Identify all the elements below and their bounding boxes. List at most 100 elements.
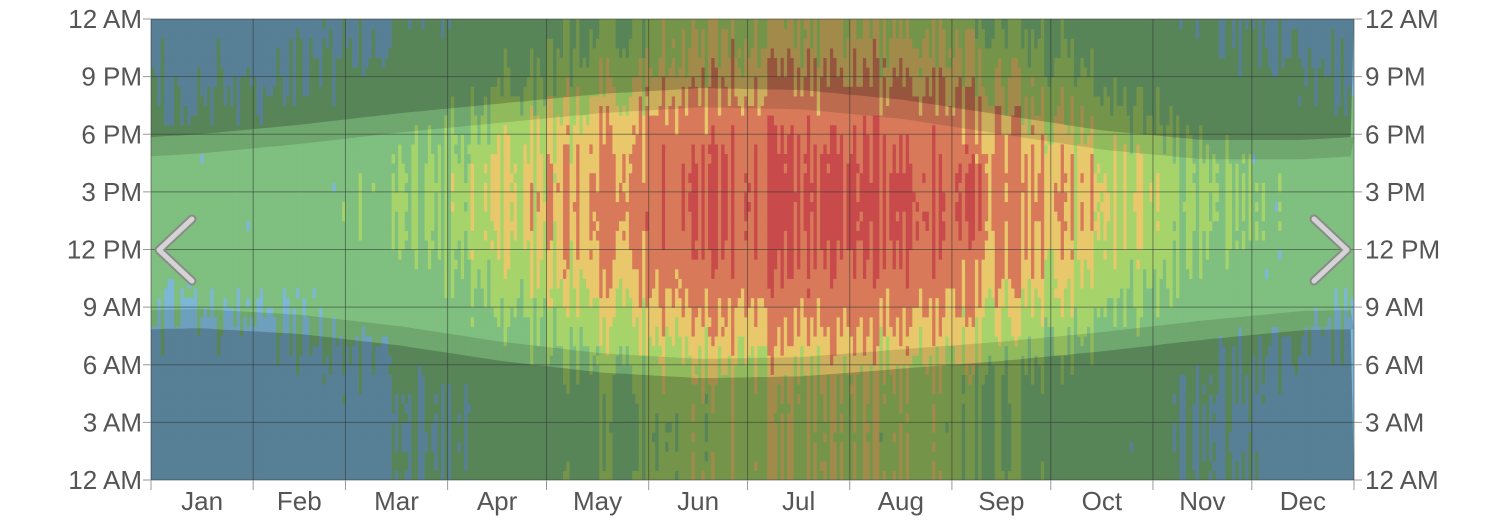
heat-cell — [151, 268, 155, 279]
heat-cell — [216, 57, 221, 68]
heat-cell — [157, 278, 162, 289]
heat-cell — [174, 268, 178, 279]
heat-cell — [233, 355, 238, 366]
heat-cell — [164, 383, 169, 395]
heat-cell — [210, 105, 215, 116]
heat-cell — [160, 143, 165, 155]
heat-cell — [230, 38, 234, 49]
heat-cell — [220, 393, 225, 404]
heat-cell — [210, 441, 215, 452]
heat-cell — [151, 259, 155, 270]
heat-cell — [164, 220, 169, 231]
heat-cell — [207, 364, 211, 375]
heat-cell — [154, 297, 159, 308]
heat-cell — [230, 47, 234, 59]
heat-cell — [170, 239, 175, 251]
heat-cell — [180, 105, 185, 116]
heat-cell — [157, 38, 162, 49]
heat-cell — [177, 211, 182, 222]
heat-cell — [220, 153, 225, 164]
heat-cell — [213, 115, 218, 126]
heat-cell — [193, 249, 198, 260]
heat-cell — [174, 297, 178, 308]
heat-cell — [164, 364, 169, 375]
heat-cell — [230, 86, 234, 97]
heat-cell — [223, 115, 228, 126]
heat-cell — [197, 431, 202, 443]
heat-cell — [183, 393, 188, 404]
heat-cell — [183, 297, 188, 308]
heat-cell — [177, 134, 182, 145]
heat-cell — [203, 76, 208, 87]
heat-cell — [226, 95, 231, 107]
heat-cell — [187, 422, 192, 433]
heat-cell — [243, 124, 248, 135]
heat-cell — [207, 124, 211, 135]
heat-cell — [239, 19, 244, 30]
heat-cell — [216, 239, 221, 251]
heat-cell — [170, 393, 175, 404]
heat-cell — [200, 201, 205, 212]
heat-cell — [223, 345, 228, 356]
heat-cell — [200, 191, 205, 203]
heat-cell — [210, 412, 215, 423]
heat-cell — [216, 287, 221, 299]
heat-cell — [207, 345, 211, 356]
heat-cell — [226, 201, 231, 212]
heat-cell — [167, 316, 172, 327]
heat-cell — [223, 201, 228, 212]
heat-cell — [223, 431, 228, 443]
heat-cell — [236, 191, 241, 203]
heat-cell — [230, 307, 234, 318]
heat-cell — [160, 172, 165, 183]
heat-cell — [200, 345, 205, 356]
heat-cell — [216, 182, 221, 193]
heat-cell — [216, 95, 221, 107]
heat-cell — [174, 278, 178, 289]
heat-cell — [226, 412, 231, 423]
heat-cell — [193, 76, 198, 87]
heat-cell — [223, 374, 228, 385]
heat-cell — [243, 76, 248, 87]
heat-cell — [239, 403, 244, 414]
heat-cell — [213, 259, 218, 270]
heat-cell — [180, 259, 185, 270]
heat-cell — [226, 76, 231, 87]
heat-cell — [200, 278, 205, 289]
heat-cell — [220, 470, 225, 480]
heat-cell — [233, 403, 238, 414]
heat-cell — [180, 95, 185, 107]
heat-cell — [154, 335, 159, 347]
heat-cell — [154, 28, 159, 39]
heat-cell — [200, 211, 205, 222]
heat-cell — [239, 316, 244, 327]
heat-cell — [160, 182, 165, 193]
heat-cell — [210, 355, 215, 366]
heat-cell — [170, 153, 175, 164]
heat-cell — [216, 326, 221, 337]
heat-cell — [210, 470, 215, 480]
heat-cell — [246, 460, 251, 471]
heat-cell — [183, 172, 188, 183]
heat-cell — [213, 134, 218, 145]
heat-cell — [160, 287, 165, 299]
heat-cell — [246, 115, 251, 126]
heat-cell — [174, 191, 178, 203]
heat-cell — [197, 201, 202, 212]
heat-cell — [233, 67, 238, 78]
heat-cell — [174, 345, 178, 356]
heat-cell — [200, 95, 205, 107]
heat-cell — [197, 76, 202, 87]
heat-cell — [243, 268, 248, 279]
heat-cell — [180, 287, 185, 299]
heat-cell — [226, 230, 231, 241]
heat-cell — [216, 297, 221, 308]
heat-cell — [246, 67, 251, 78]
heat-cell — [226, 393, 231, 404]
heat-cell — [239, 115, 244, 126]
heat-cell — [236, 268, 241, 279]
heat-cell — [216, 460, 221, 471]
heat-cell — [200, 220, 205, 231]
heat-cell — [164, 172, 169, 183]
heat-cell — [170, 441, 175, 452]
